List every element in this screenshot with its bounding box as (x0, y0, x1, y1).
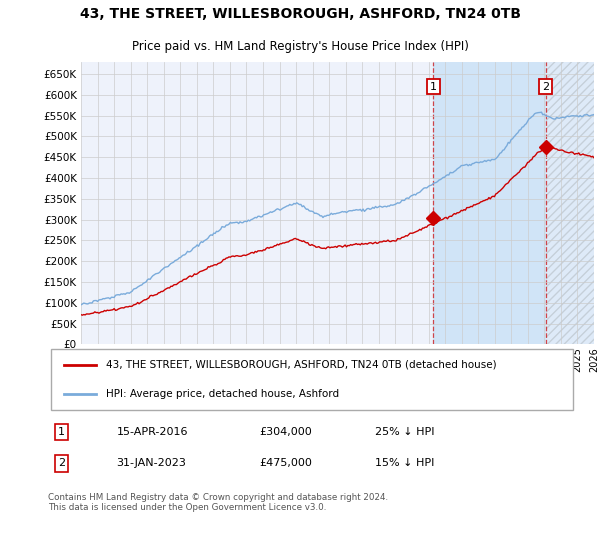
Text: 1: 1 (430, 82, 437, 91)
Text: 2: 2 (542, 82, 549, 91)
Text: 15-APR-2016: 15-APR-2016 (116, 427, 188, 437)
FancyBboxPatch shape (50, 349, 574, 410)
Bar (433, 62, 545, 344)
Text: 25% ↓ HPI: 25% ↓ HPI (376, 427, 435, 437)
Text: £475,000: £475,000 (259, 459, 312, 468)
Text: 2: 2 (58, 459, 65, 468)
Text: Price paid vs. HM Land Registry's House Price Index (HPI): Price paid vs. HM Land Registry's House … (131, 40, 469, 53)
Bar (545, 62, 594, 344)
Text: £304,000: £304,000 (259, 427, 312, 437)
Text: 15% ↓ HPI: 15% ↓ HPI (376, 459, 435, 468)
Bar (545, 62, 594, 344)
Text: 43, THE STREET, WILLESBOROUGH, ASHFORD, TN24 0TB: 43, THE STREET, WILLESBOROUGH, ASHFORD, … (79, 7, 521, 21)
Text: 31-JAN-2023: 31-JAN-2023 (116, 459, 187, 468)
Text: HPI: Average price, detached house, Ashford: HPI: Average price, detached house, Ashf… (106, 389, 339, 399)
Text: 43, THE STREET, WILLESBOROUGH, ASHFORD, TN24 0TB (detached house): 43, THE STREET, WILLESBOROUGH, ASHFORD, … (106, 360, 497, 370)
Text: 1: 1 (58, 427, 65, 437)
Text: Contains HM Land Registry data © Crown copyright and database right 2024.
This d: Contains HM Land Registry data © Crown c… (48, 493, 388, 512)
